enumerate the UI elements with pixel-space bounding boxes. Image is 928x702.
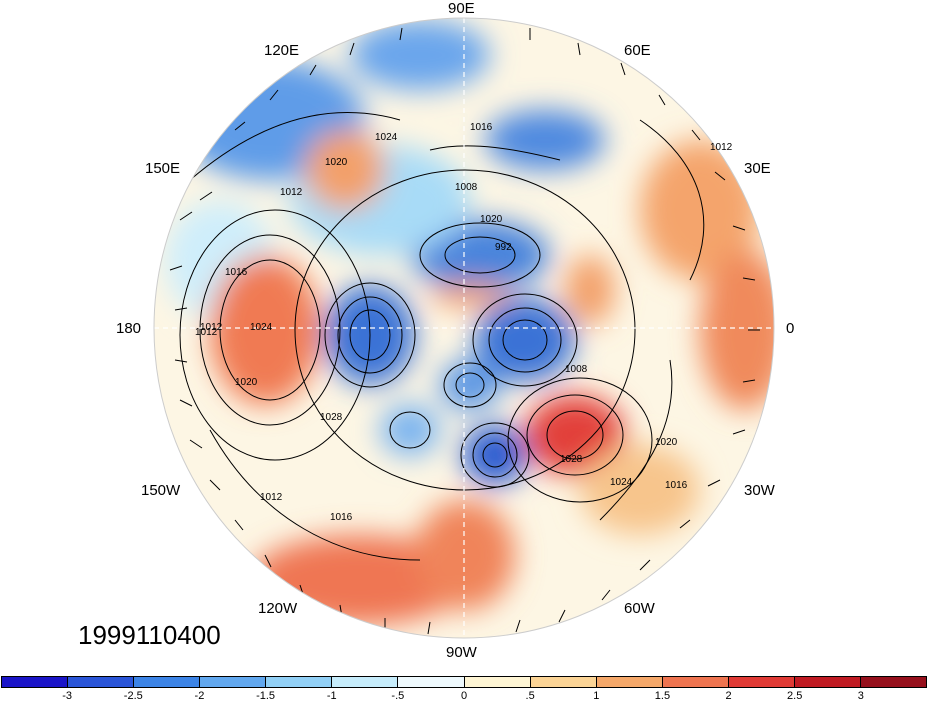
lon-label-120e: 120E [264, 42, 300, 59]
colorbar-tick-label: 3 [857, 690, 864, 702]
wind-barbs [169, 27, 760, 635]
colorbar-tick-label: -1.5 [256, 690, 276, 702]
contour-label: 1020 [480, 214, 503, 225]
colorbar-swatch [2, 677, 69, 687]
colorbar-swatch [530, 677, 597, 687]
colorbar-swatch [662, 677, 729, 687]
contour-label: 992 [495, 242, 512, 253]
isobar-contours [179, 112, 705, 561]
lon-label-60e: 60E [624, 42, 651, 59]
anomaly-field [154, 18, 774, 638]
lon-label-90w: 90W [446, 644, 477, 661]
lon-label-150w: 150W [141, 482, 181, 499]
colorbar-tick-label: -.5 [391, 690, 405, 702]
contour-label: 1024 [250, 322, 273, 333]
lon-label-30w: 30W [744, 482, 775, 499]
colorbar-swatch [464, 677, 531, 687]
date-label: 1999110400 [78, 620, 221, 650]
colorbar-swatch [728, 677, 795, 687]
colorbar-tick-label: -1 [326, 690, 337, 702]
contour-label: 1020 [325, 157, 348, 168]
lon-label-30e: 30E [744, 160, 771, 177]
contour-label: 1020 [655, 437, 678, 448]
contour-label: 1020 [235, 377, 258, 388]
contour-label: 1016 [665, 480, 688, 491]
contour-label: 1008 [565, 364, 588, 375]
contour-label: 1024 [610, 477, 633, 488]
contour-label: 1028 [560, 454, 583, 465]
colorbar-swatch [332, 677, 399, 687]
colorbar-swatch [861, 677, 927, 687]
contour-label: 1012 [195, 327, 218, 338]
contour-label: 1028 [320, 412, 343, 423]
lon-label-60w: 60W [624, 600, 655, 617]
contour-label: 1016 [470, 122, 493, 133]
colorbar-swatch [794, 677, 862, 687]
colorbar-tick-label: -2 [194, 690, 205, 702]
colorbar-swatch [134, 677, 201, 687]
colorbar-tick-label: 2 [725, 690, 732, 702]
colorbar-tick-label: 0 [460, 690, 468, 702]
contour-labels: 1016 1024 1008 1012 1020 1020 992 1016 1012 1024 1… [195, 122, 733, 523]
contour-label: 1016 [330, 512, 353, 523]
contour-label: 1012 [710, 142, 733, 153]
colorbar-tick-label: 1 [593, 690, 600, 702]
contour-label: 1008 [455, 182, 478, 193]
colorbar-swatch [266, 677, 333, 687]
contour-label: 1016 [225, 267, 248, 278]
contour-label: 1012 [260, 492, 283, 503]
lon-label-120w: 120W [258, 600, 298, 617]
lon-label-180: 180 [116, 320, 142, 337]
colorbar-swatch [68, 677, 135, 687]
lon-label-90e: 90E [448, 0, 475, 17]
contour-label: 1024 [375, 132, 398, 143]
colorbar-swatch [398, 677, 465, 687]
colorbar-tick-label: 1.5 [654, 690, 671, 702]
lon-label-150e: 150E [145, 160, 181, 177]
contour-label: 1012 [280, 187, 303, 198]
contour-label: 1012 [200, 322, 223, 333]
graticule [154, 18, 774, 638]
colorbar-swatch [596, 677, 663, 687]
colorbar-tick-label: .5 [525, 690, 535, 702]
colorbar-tick-label: -3 [62, 690, 73, 702]
colorbar-tick-label: -2.5 [123, 690, 143, 702]
colorbar [1, 676, 927, 688]
colorbar-tick-labels: -3 -2.5 -2 -1.5 -1 -.5 0 .5 1 1.5 2 2.5 3 [0, 690, 928, 702]
colorbar-tick-label: 2.5 [787, 690, 803, 702]
lon-label-0: 0 [786, 320, 795, 337]
colorbar-swatch [200, 677, 267, 687]
map-boundary [153, 17, 775, 639]
